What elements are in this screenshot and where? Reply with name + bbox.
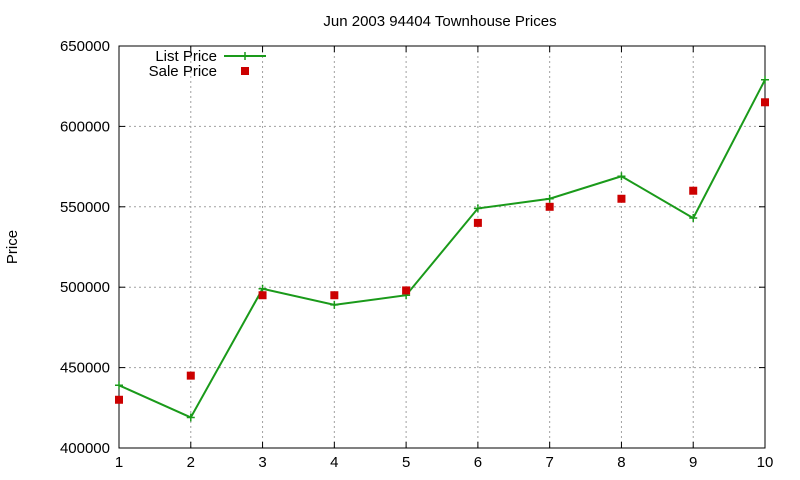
x-tick-label: 2 <box>187 454 195 471</box>
list-price-point <box>473 204 482 213</box>
chart-title: Jun 2003 94404 Townhouse Prices <box>323 13 556 30</box>
list-price-point <box>689 214 698 223</box>
legend: List Price Sale Price <box>149 48 266 80</box>
y-tick-label: 400000 <box>60 440 110 457</box>
legend-label-sale-price: Sale Price <box>149 63 217 80</box>
grid-lines <box>119 46 765 448</box>
list-price-point <box>186 413 195 422</box>
sale-price-point <box>258 291 267 300</box>
list-price-line <box>118 79 766 419</box>
data-series <box>115 75 769 422</box>
list-price-point <box>330 300 339 309</box>
list-price-point <box>545 194 554 203</box>
legend-label-list-price: List Price <box>155 48 217 65</box>
legend-marker-list-price <box>241 52 249 60</box>
y-tick-label: 600000 <box>60 118 110 135</box>
y-tick-label: 650000 <box>60 38 110 55</box>
sale-price-point <box>186 371 195 380</box>
list-price-point <box>761 75 769 84</box>
x-tick-label: 10 <box>757 454 774 471</box>
list-price-point <box>617 172 626 181</box>
sale-price-point <box>402 286 411 295</box>
x-tick-label: 3 <box>258 454 266 471</box>
x-tick-label: 5 <box>402 454 410 471</box>
y-axis-label: Price <box>4 230 21 264</box>
plot-frame <box>118 45 766 449</box>
y-tick-label: 550000 <box>60 199 110 216</box>
x-tick-label: 6 <box>474 454 482 471</box>
sale-price-point <box>473 218 482 227</box>
sale-price-point <box>330 291 339 300</box>
list-price-point <box>115 381 123 390</box>
legend-marker-sale-price <box>241 67 249 75</box>
x-tick-label: 8 <box>617 454 625 471</box>
x-tick-label: 9 <box>689 454 697 471</box>
x-tick-label: 1 <box>115 454 123 471</box>
sale-price-point <box>689 186 698 195</box>
axis-ticks: 1 2 3 4 5 6 7 8 9 10 400000 450000 500000 550000 60000… <box>60 38 773 471</box>
y-tick-label: 500000 <box>60 279 110 296</box>
sale-price-point <box>545 202 554 211</box>
x-tick-label: 4 <box>330 454 338 471</box>
sale-price-point <box>617 194 626 203</box>
sale-price-point <box>761 98 769 107</box>
y-tick-label: 450000 <box>60 360 110 377</box>
sale-price-point <box>115 395 123 404</box>
x-tick-label: 7 <box>545 454 553 471</box>
